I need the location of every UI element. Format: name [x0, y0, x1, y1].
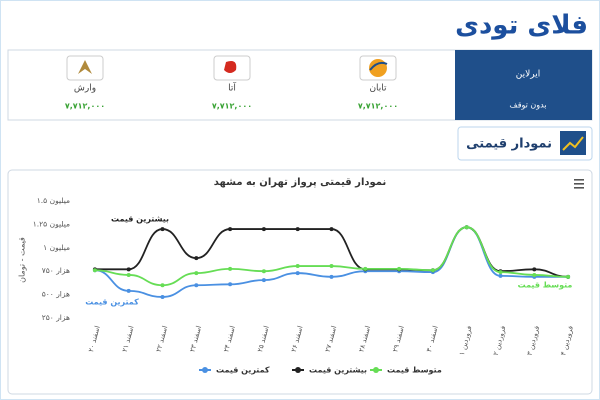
- legend-marker: [295, 367, 301, 373]
- y-tick-label: ۱.۲۵ میلیون: [33, 219, 70, 228]
- airline-logo: [224, 61, 237, 73]
- point: [397, 266, 402, 271]
- y-tick-label: ۱ میلیون: [43, 243, 70, 252]
- airline-logo: [78, 60, 92, 74]
- logo[interactable]: فلای تودی: [455, 11, 588, 41]
- point: [261, 227, 266, 232]
- point: [498, 270, 503, 275]
- airline-name: تابان: [369, 84, 387, 94]
- legend-label: بیشترین قیمت: [309, 366, 367, 375]
- section-icon-line: [562, 136, 584, 151]
- menu-bar: [574, 183, 584, 185]
- airline-price: ۷,۷۱۲,۰۰۰: [212, 102, 252, 111]
- point: [295, 264, 300, 269]
- point: [126, 272, 131, 277]
- legend-marker: [202, 367, 208, 373]
- point: [363, 266, 368, 271]
- point: [329, 264, 334, 269]
- point: [498, 273, 503, 278]
- point: [92, 268, 97, 273]
- point: [329, 227, 334, 232]
- point: [194, 271, 199, 276]
- menu-bar: [574, 187, 584, 189]
- series-annotation: بیشترین قیمت: [111, 215, 169, 224]
- point: [228, 227, 233, 232]
- airline-price: ۷,۷۱۲,۰۰۰: [358, 102, 398, 111]
- y-tick-label: ۷۵۰ هزار: [42, 266, 70, 275]
- menu-bar: [574, 179, 584, 181]
- point: [532, 267, 537, 272]
- point: [194, 256, 199, 261]
- point: [295, 271, 300, 276]
- airline-logo: [369, 61, 388, 71]
- header-airline: ایرلاین: [516, 70, 540, 80]
- airline-logos: [66, 55, 397, 81]
- point: [566, 274, 571, 279]
- legend-marker: [373, 367, 379, 373]
- chart-title: نمودار قیمتی پرواز تهران به مشهد: [214, 177, 386, 188]
- point: [261, 269, 266, 274]
- point: [160, 227, 165, 232]
- point: [430, 268, 435, 273]
- point: [532, 272, 537, 277]
- point: [228, 282, 233, 287]
- plot: ۲۵۰ هزار ۵۰۰ هزار ۷۵۰ هزار ۱ میلیون ۱.۲۵ میل…: [33, 196, 575, 375]
- point: [194, 283, 199, 288]
- airline-name: آتا: [228, 82, 236, 94]
- point: [228, 266, 233, 271]
- point: [464, 225, 469, 230]
- y-tick-label: ۵۰۰ هزار: [42, 290, 70, 299]
- section-title: نمودار قیمتی: [466, 137, 552, 152]
- airline-name: وارش: [74, 84, 96, 94]
- chart-box: [7, 169, 593, 395]
- legend-label: متوسط قیمت: [387, 366, 442, 375]
- point: [160, 294, 165, 299]
- point: [126, 288, 131, 293]
- y-tick-label: ۲۵۰ هزار: [42, 313, 70, 322]
- section-box: [457, 126, 593, 161]
- menu-icon[interactable]: [574, 179, 584, 189]
- section-icon: [560, 131, 586, 155]
- airlines: تابان ۷,۷۱۲,۰۰۰ آتا ۷,۷۱۲,۰۰۰ وارش ۷,۷۱۲,۰۰۰: [65, 82, 398, 111]
- series-line: [94, 226, 569, 298]
- point: [295, 227, 300, 232]
- point: [261, 278, 266, 283]
- legend-label: کمترین قیمت: [216, 366, 270, 375]
- y-axis-title: قیمت - تومان: [18, 237, 27, 283]
- series-annotation: متوسط قیمت: [518, 281, 573, 290]
- point: [329, 274, 334, 279]
- flights-header: [455, 50, 592, 120]
- y-tick-label: ۱.۵ میلیون: [37, 196, 70, 205]
- airline-price: ۷,۷۱۲,۰۰۰: [65, 102, 105, 111]
- point: [126, 267, 131, 272]
- point: [160, 283, 165, 288]
- header-nonstop: بدون توقف: [509, 101, 546, 110]
- series-annotation: کمترین قیمت: [85, 298, 139, 307]
